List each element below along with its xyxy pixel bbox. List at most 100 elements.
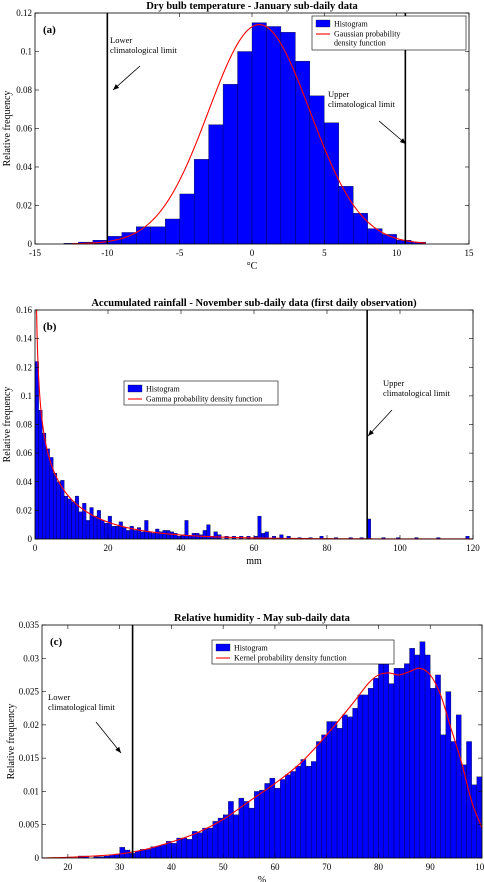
histogram-bar — [471, 784, 477, 859]
chart-title: Accumulated rainfall - November sub-dail… — [91, 298, 417, 309]
annotation-arrow-head — [115, 746, 121, 753]
y-tick-label: 0.06 — [16, 448, 32, 458]
histogram-bar — [217, 817, 224, 859]
histogram-bar — [208, 124, 224, 245]
y-axis-label: Relative frequency — [2, 387, 13, 463]
histogram-bar — [362, 694, 369, 859]
legend-box — [211, 639, 395, 665]
x-tick-label: 100 — [393, 543, 407, 553]
x-tick-label: 60 — [270, 862, 280, 872]
histogram-bar — [336, 728, 343, 859]
histogram-bar — [136, 226, 151, 245]
chart-title: Relative humidity - May sub-daily data — [174, 613, 351, 624]
histogram-bar — [82, 503, 87, 540]
histogram-bar — [399, 668, 405, 859]
x-tick-label: 120 — [466, 543, 480, 553]
histogram-bar — [176, 837, 182, 859]
x-tick-label: 50 — [219, 862, 229, 872]
histogram-bar — [237, 51, 253, 245]
histogram-bar — [222, 84, 238, 245]
chart-panel-1: Dry bulb temperature - January sub-daily… — [2, 1, 474, 272]
histogram-bar — [151, 533, 156, 540]
histogram-bar — [107, 515, 112, 540]
histogram-bar — [144, 520, 149, 540]
panel-label: (b) — [43, 321, 57, 333]
histogram-bar — [191, 831, 198, 859]
x-tick-label: 80 — [374, 862, 384, 872]
histogram-bar — [290, 771, 296, 859]
histogram-bar — [285, 774, 291, 859]
limit-annotation-line: Upper — [328, 89, 349, 99]
axes-frame — [34, 309, 474, 540]
histogram-bar — [140, 531, 145, 540]
histogram-bar — [445, 691, 452, 859]
x-tick-label: 40 — [167, 862, 177, 872]
x-tick-label: -5 — [176, 248, 184, 258]
y-tick-label: 0.12 — [16, 362, 32, 372]
histogram-bar — [440, 734, 446, 859]
y-tick-label: 0.16 — [16, 305, 32, 315]
panel-label: (c) — [50, 636, 63, 648]
x-tick-label: 100 — [475, 862, 484, 872]
histogram-bar — [56, 481, 61, 540]
histogram-bar — [243, 801, 250, 859]
y-tick-label: 0.1 — [21, 47, 32, 57]
legend-swatch-histogram — [215, 643, 231, 652]
histogram-bar — [295, 60, 311, 245]
histogram-bar — [212, 821, 219, 859]
y-tick-label: 0 — [28, 534, 33, 544]
y-tick-label: 0 — [28, 239, 33, 249]
histogram-bar — [331, 721, 338, 859]
histogram-bar — [409, 648, 415, 859]
histogram-bar — [455, 714, 462, 859]
histogram-bar — [352, 708, 358, 859]
pdf-curve — [41, 667, 483, 859]
histogram-bar — [186, 839, 193, 859]
histogram-bar — [280, 32, 296, 245]
histogram-bar — [38, 410, 43, 540]
histogram-bar — [184, 520, 189, 540]
pdf-curve — [71, 24, 426, 245]
histogram-bar — [248, 807, 255, 859]
histogram-bar — [124, 849, 131, 859]
histogram-bar — [147, 531, 152, 540]
histogram-bar — [430, 688, 436, 859]
histogram-bar — [193, 159, 209, 245]
histogram-bar — [118, 521, 123, 540]
legend-box — [123, 380, 279, 406]
legend-swatch-histogram — [315, 19, 331, 28]
limit-annotation-line: climatological limit — [383, 388, 450, 398]
y-tick-label: 0.12 — [16, 8, 32, 18]
chart-panel-3: Relative humidity - May sub-daily data 20… — [6, 613, 484, 882]
limit-annotation-line: Lower — [110, 35, 132, 45]
x-axis-label: °C — [247, 261, 258, 272]
x-tick-label: 80 — [323, 543, 333, 553]
histogram-bar — [85, 520, 90, 540]
limit-annotation: Upper climatological limit — [328, 89, 395, 109]
x-tick-label: 0 — [250, 248, 255, 258]
histogram-bar — [145, 849, 151, 859]
histogram-bar — [96, 510, 101, 540]
histogram-bar — [202, 530, 207, 540]
y-tick-label: 0.04 — [16, 162, 32, 172]
axes-frame — [41, 624, 483, 859]
y-axis-label: Relative frequency — [6, 704, 17, 780]
x-tick-label: 20 — [63, 862, 73, 872]
histogram-bar — [357, 694, 364, 859]
histogram-bar — [213, 531, 218, 540]
histogram-bar — [169, 531, 174, 540]
histogram-bar — [404, 663, 410, 859]
histogram-bar — [424, 654, 431, 859]
histogram-bar — [295, 765, 301, 859]
limit-annotation-line: climatological limit — [48, 702, 115, 712]
histogram-bar — [326, 721, 333, 859]
histogram-bar — [435, 674, 441, 859]
histogram-bar — [228, 801, 234, 859]
histogram-bars — [63, 22, 426, 245]
histogram-bars — [34, 361, 470, 540]
legend-swatch-histogram — [127, 384, 143, 393]
